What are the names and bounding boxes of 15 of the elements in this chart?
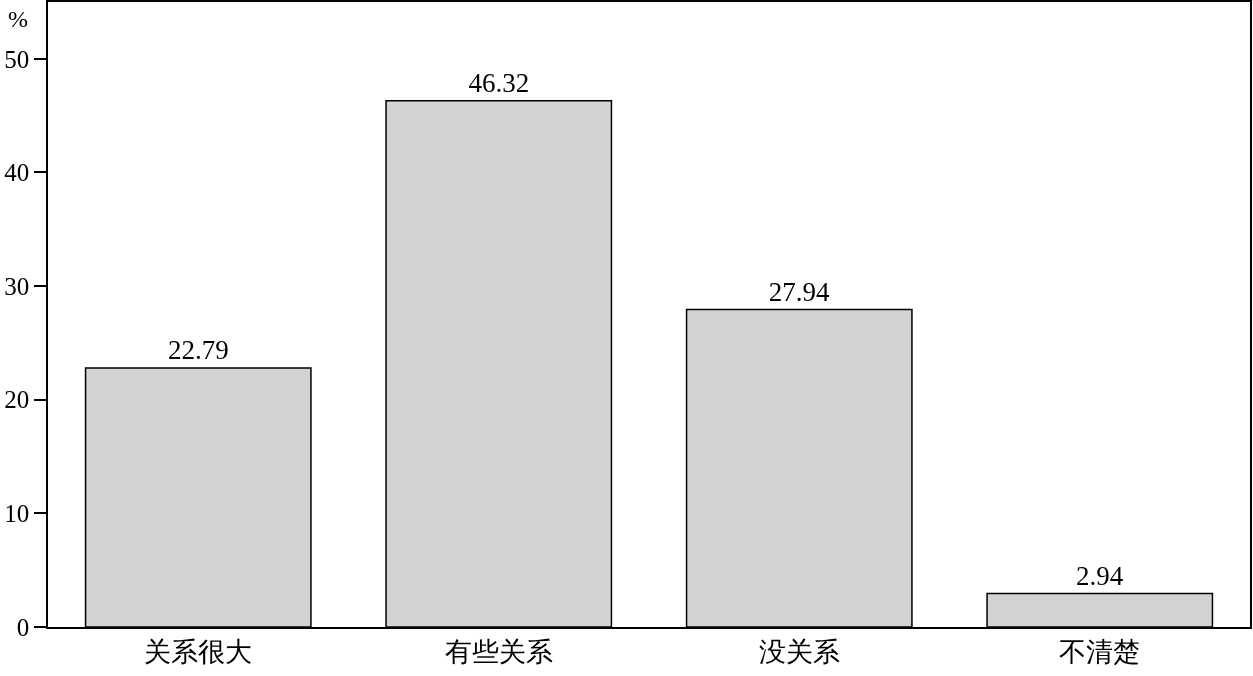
y-tick-label: 30	[4, 272, 30, 300]
y-tick-label: 10	[4, 500, 30, 528]
y-tick-label: 0	[16, 613, 30, 641]
y-tick-label: 20	[4, 386, 30, 414]
x-tick-label: 没关系	[758, 637, 840, 668]
data-label: 2.94	[1075, 560, 1124, 591]
y-tick-label: 40	[4, 159, 30, 187]
y-axis-title: %	[8, 6, 28, 32]
x-tick-label: 关系很大	[144, 637, 253, 668]
data-label: 27.94	[768, 276, 830, 307]
x-tick-label: 不清楚	[1059, 637, 1141, 668]
data-label: 22.79	[167, 335, 229, 366]
data-label: 46.32	[468, 67, 530, 98]
x-tick-label: 有些关系	[444, 637, 553, 668]
y-tick-label: 50	[4, 45, 30, 73]
